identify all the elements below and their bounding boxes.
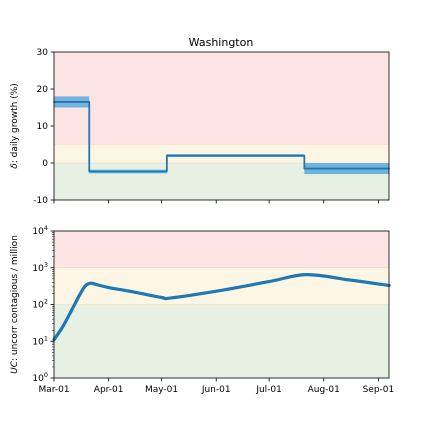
y-tick-label-3: 103 — [32, 261, 48, 274]
x-tick-label-6: Sep-01 — [363, 385, 395, 395]
y-tick-label-2: 102 — [32, 298, 48, 311]
y-tick-label-1: 0 — [42, 159, 48, 169]
y-axis-label: δ: daily growth (%) — [10, 83, 20, 169]
y-tick-label-0: -10 — [33, 196, 48, 206]
y-tick-label-3: 20 — [37, 85, 49, 95]
series-line-0 — [52, 273, 391, 342]
x-tick-label-4: Jul-01 — [255, 385, 282, 395]
y-tick-label-4: 30 — [37, 48, 49, 58]
y-axis-label: UC: uncorr contagious / million — [10, 235, 20, 374]
x-tick-label-5: Aug-01 — [308, 385, 340, 395]
y-tick-label-0: 100 — [32, 371, 48, 384]
x-tick-label-3: Jun-01 — [201, 385, 231, 395]
background-band-2 — [54, 304, 389, 378]
background-band-1 — [54, 144, 389, 163]
background-band-0 — [54, 231, 389, 268]
x-tick-label-2: May-01 — [145, 385, 178, 395]
contagious-panel: 100 101 102 103 104 Mar-01 Apr-01 May-01 Jun-01 J… — [10, 224, 394, 395]
x-tick-label-1: Apr-01 — [94, 385, 124, 395]
y-tick-label-1: 101 — [32, 334, 48, 347]
background-band-0 — [54, 52, 389, 145]
growth-rate-panel: -10 0 10 20 30 δ: daily growth (%) — [10, 48, 390, 206]
y-tick-label-2: 10 — [37, 122, 49, 132]
series-line-0 — [53, 101, 390, 173]
chart-title: Washington — [189, 36, 254, 49]
y-tick-label-4: 104 — [32, 224, 48, 237]
x-tick-label-0: Mar-01 — [38, 385, 69, 395]
